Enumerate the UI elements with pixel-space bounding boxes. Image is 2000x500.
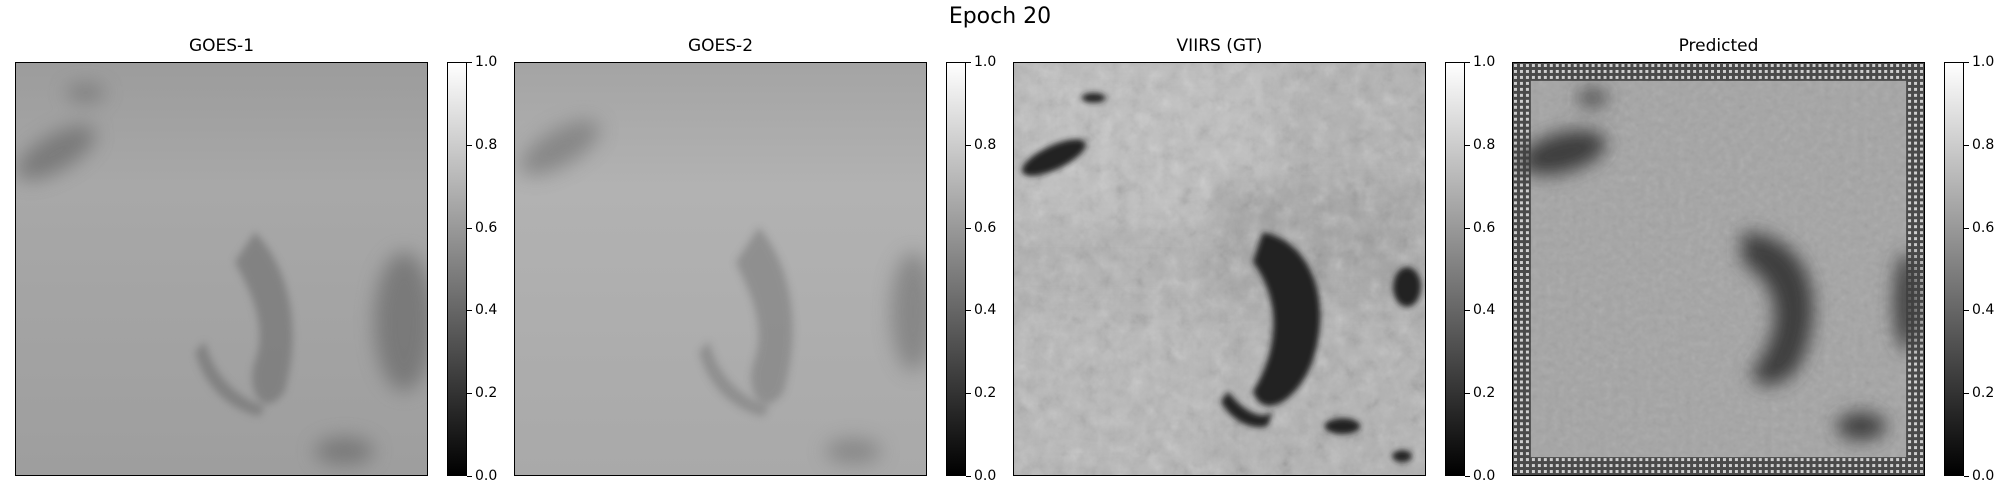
panel-title-predicted: Predicted [1678,36,1759,56]
figure-suptitle: Epoch 20 [948,4,1052,29]
panel-title-viirs-gt: VIIRS (GT) [1176,36,1263,56]
viirs-gt-image [1013,62,1426,476]
viirs-gt-colorbar [1445,62,1465,476]
goes-2-image [514,62,927,476]
predicted-colorbar [1944,62,1964,476]
predicted-image [1512,62,1925,476]
panel-title-goes-2: GOES-2 [687,36,754,56]
goes-1-image [15,62,428,476]
panel-title-goes-1: GOES-1 [188,36,255,56]
goes-2-colorbar [946,62,966,476]
goes-1-colorbar [447,62,467,476]
